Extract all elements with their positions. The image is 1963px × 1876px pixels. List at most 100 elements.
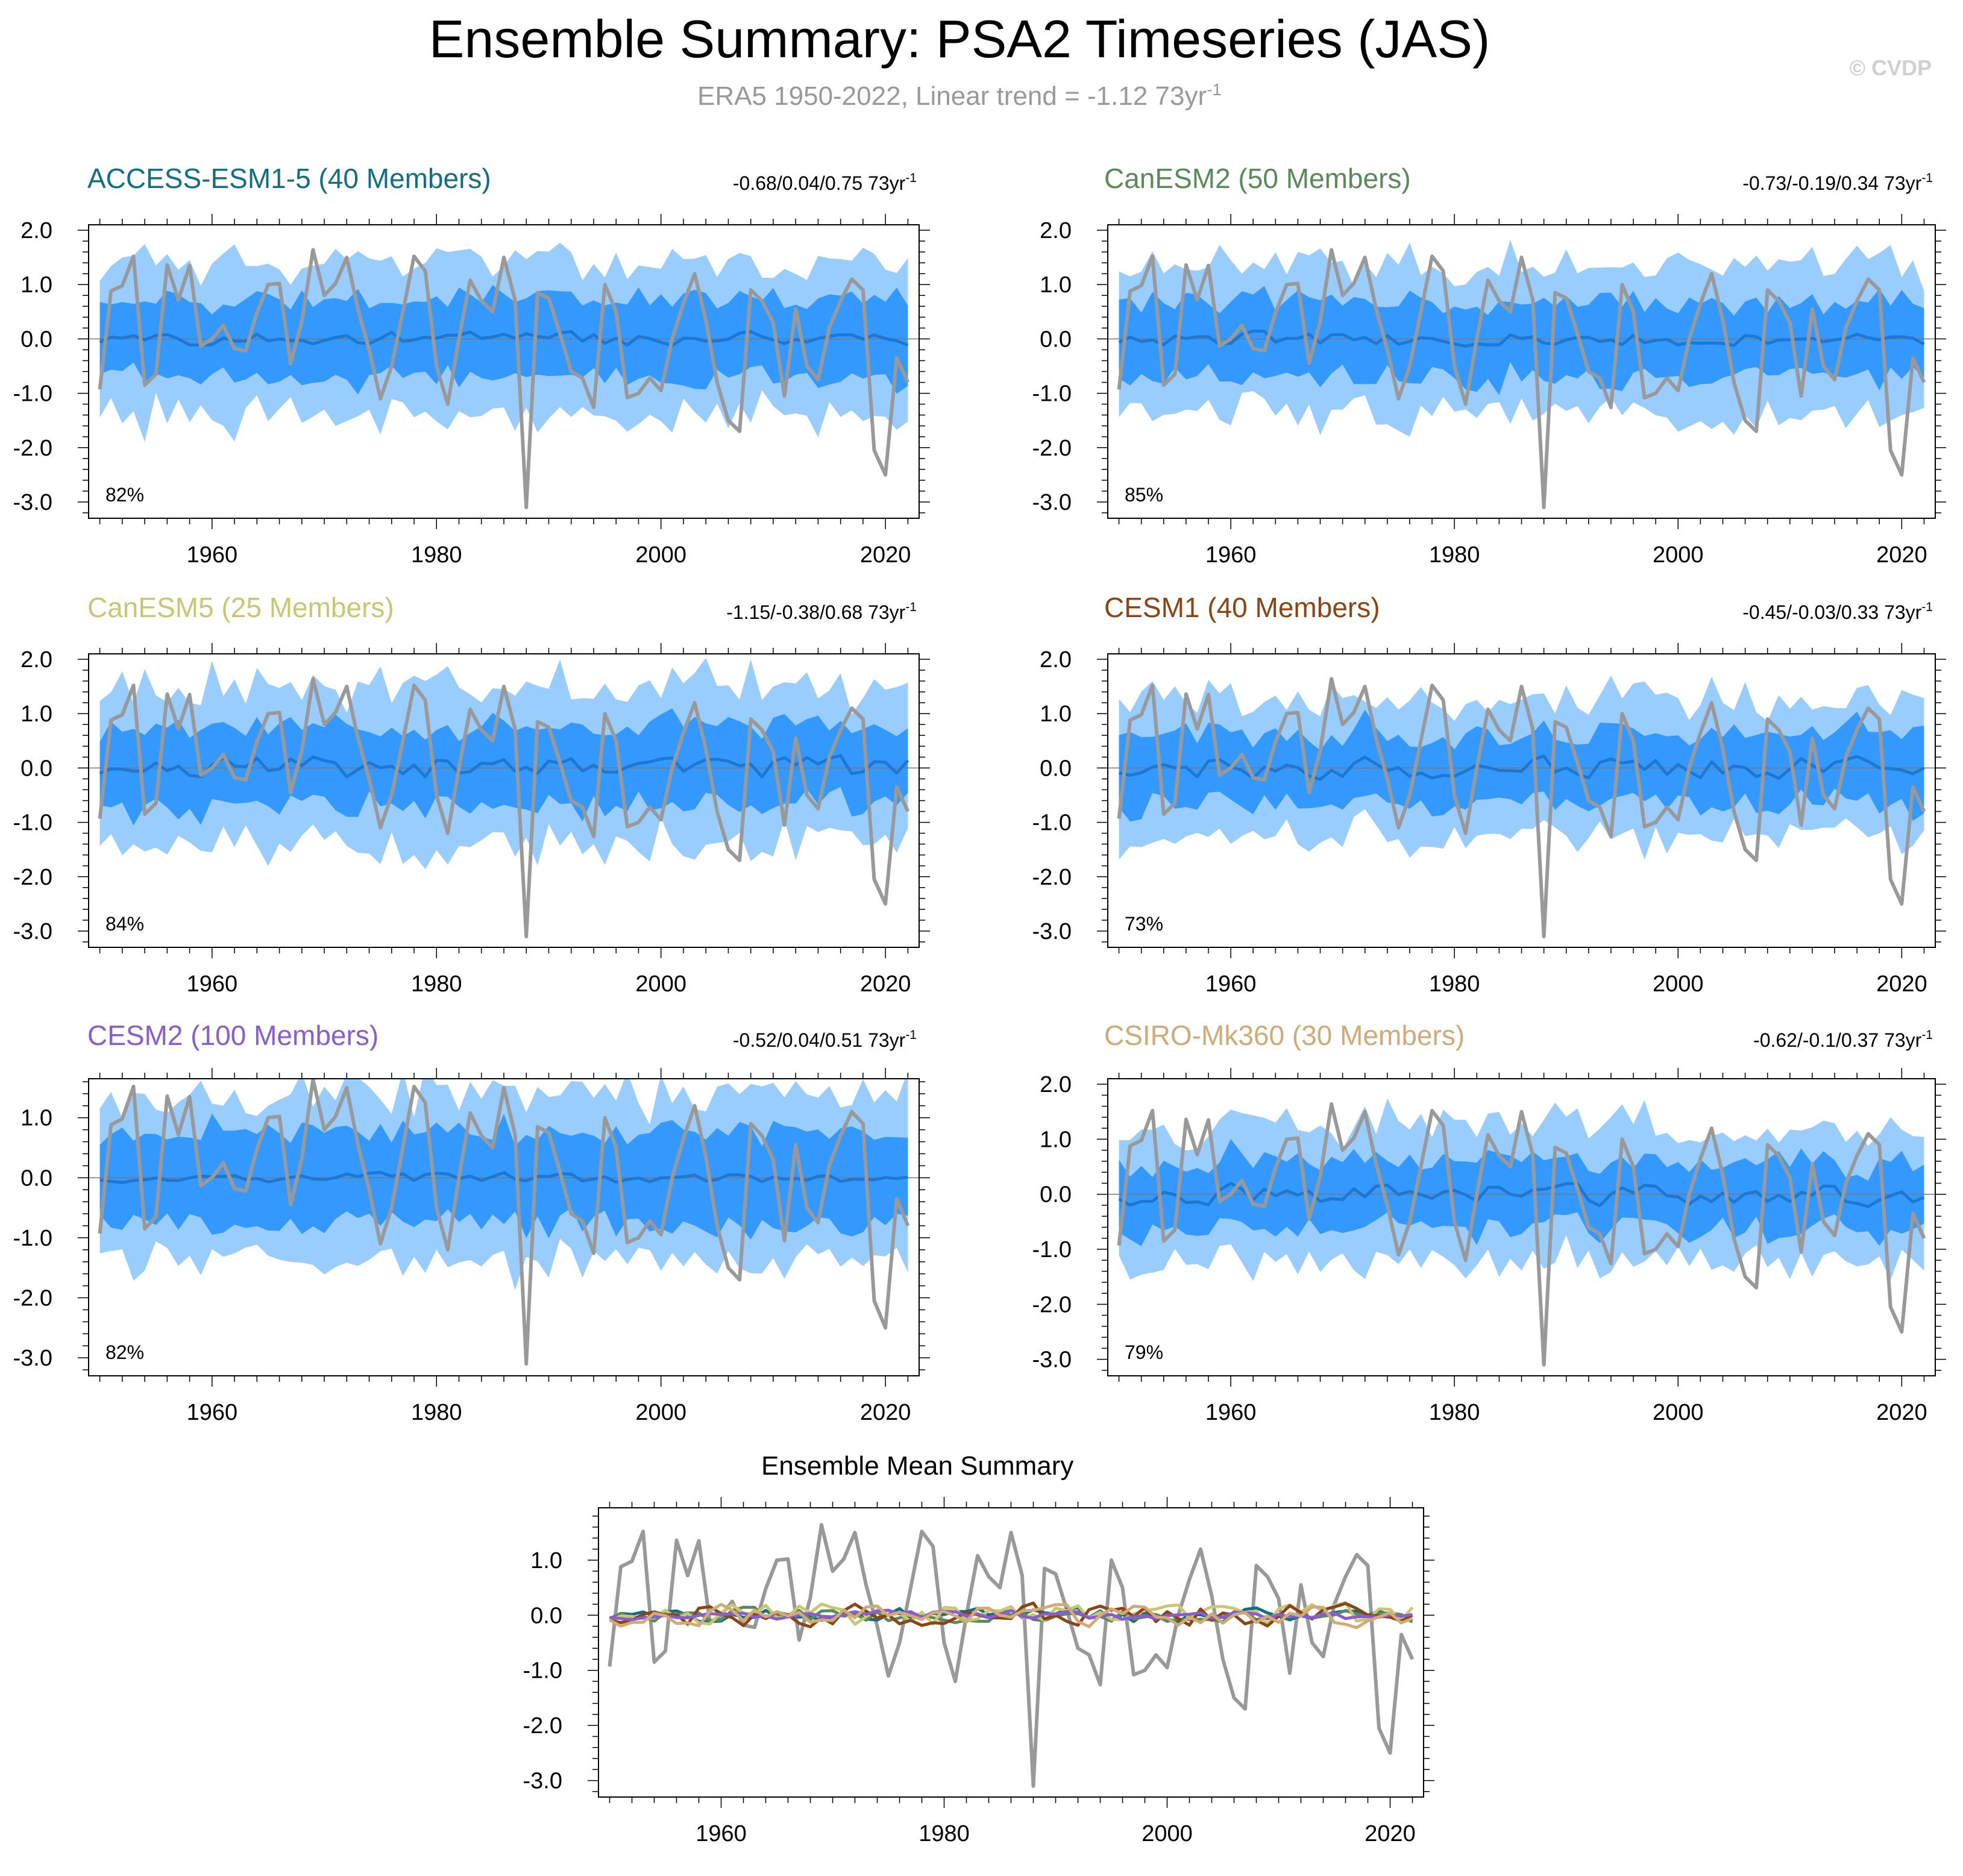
x-tick-label: 2020 xyxy=(860,1400,911,1425)
subtitle-text: ERA5 1950-2022, Linear trend = -1.12 73y… xyxy=(697,81,1207,111)
plot-area xyxy=(1108,1099,1935,1367)
panel-title: CanESM2 (50 Members) xyxy=(1104,163,1411,194)
plot-area xyxy=(1108,240,1935,509)
percent-label: 84% xyxy=(105,913,144,935)
x-tick-label: 2020 xyxy=(1876,542,1927,568)
observed-line xyxy=(1117,248,1926,509)
x-tick-label: 1980 xyxy=(411,971,462,997)
percent-label: 82% xyxy=(105,1341,144,1363)
ensemble-mean-line xyxy=(99,1170,908,1184)
y-tick-label: -1.0 xyxy=(523,1658,562,1684)
y-tick-label: 0.0 xyxy=(20,327,52,352)
y-tick-label: 1.0 xyxy=(530,1548,562,1573)
percent-label: 73% xyxy=(1125,913,1163,935)
x-tick-label: 1960 xyxy=(1205,971,1257,997)
trend-label: -0.68/0.04/0.75 73yr-1 xyxy=(733,171,917,194)
trend-text: -0.62/-0.1/0.37 73yr xyxy=(1753,1029,1922,1051)
x-tick-label: 1980 xyxy=(919,1821,970,1846)
y-tick-label: -3.0 xyxy=(523,1769,562,1794)
trend-label: -0.45/-0.03/0.33 73yr-1 xyxy=(1742,600,1933,623)
y-tick-label: 2.0 xyxy=(20,647,52,673)
trend-text: -0.45/-0.03/0.33 73yr xyxy=(1742,601,1921,623)
observed-line xyxy=(1117,1102,1926,1367)
plot-area xyxy=(608,1523,1415,1788)
x-tick-label: 1980 xyxy=(1429,1400,1480,1425)
trend-label: -0.52/0.04/0.51 73yr-1 xyxy=(733,1028,917,1051)
trend-superscript: -1 xyxy=(1921,1028,1933,1042)
y-tick-label: -2.0 xyxy=(13,436,52,461)
plot-area xyxy=(89,242,919,509)
x-tick-label: 2020 xyxy=(1876,971,1927,997)
watermark: © CVDP xyxy=(1849,55,1932,80)
y-tick-label: 1.0 xyxy=(20,272,52,298)
ensemble-inner-spread xyxy=(99,1113,908,1240)
x-tick-label: 2000 xyxy=(1653,542,1704,568)
trend-text: -1.15/-0.38/0.68 73yr xyxy=(726,601,905,623)
y-tick-label: -1.0 xyxy=(13,811,52,836)
y-tick-label: 1.0 xyxy=(1040,1127,1072,1152)
figure-subtitle: ERA5 1950-2022, Linear trend = -1.12 73y… xyxy=(697,80,1222,111)
panel-5: CESM2 (100 Members) -0.52/0.04/0.51 73yr-… xyxy=(13,1020,930,1425)
ensemble-inner-spread xyxy=(1119,1139,1924,1246)
panel-title: CanESM5 (25 Members) xyxy=(87,592,394,623)
y-tick-label: 0.0 xyxy=(1040,327,1072,352)
y-tick-label: 1.0 xyxy=(20,701,52,727)
x-tick-label: 1960 xyxy=(696,1821,747,1846)
trend-label: -1.15/-0.38/0.68 73yr-1 xyxy=(726,600,917,623)
ensemble-mean-line xyxy=(1118,1182,1925,1208)
model-mean-line xyxy=(609,1608,1413,1622)
y-tick-label: 2.0 xyxy=(1040,218,1072,243)
y-tick-label: 1.0 xyxy=(1040,272,1072,298)
x-tick-label: 1960 xyxy=(187,542,238,568)
panel-title: CSIRO-Mk360 (30 Members) xyxy=(1104,1020,1465,1051)
y-tick-label: 0.0 xyxy=(20,756,52,781)
x-tick-label: 1960 xyxy=(1205,542,1257,568)
y-tick-label: -2.0 xyxy=(13,1286,52,1311)
x-tick-label: 1960 xyxy=(187,1400,238,1425)
trend-superscript: -1 xyxy=(1921,600,1933,614)
y-tick-label: 1.0 xyxy=(20,1106,52,1131)
y-tick-label: -2.0 xyxy=(1032,436,1072,461)
panel-2: CanESM2 (50 Members) -0.73/-0.19/0.34 73y… xyxy=(1032,163,1946,568)
y-tick-label: -2.0 xyxy=(1032,1292,1072,1317)
panel-title: ACCESS-ESM1-5 (40 Members) xyxy=(87,163,491,194)
x-tick-label: 1980 xyxy=(411,542,462,568)
panel-4: CESM1 (40 Members) -0.45/-0.03/0.33 73yr-… xyxy=(1032,592,1946,997)
x-tick-label: 1960 xyxy=(187,971,238,997)
y-tick-label: -2.0 xyxy=(1032,865,1072,890)
x-tick-label: 2020 xyxy=(1365,1821,1416,1846)
panel-title: CESM2 (100 Members) xyxy=(87,1020,378,1051)
observed-line xyxy=(98,1079,910,1366)
y-tick-label: 0.0 xyxy=(1040,756,1072,781)
x-tick-label: 2000 xyxy=(635,1400,686,1425)
panel-title: CESM1 (40 Members) xyxy=(1104,592,1380,623)
y-tick-label: 2.0 xyxy=(1040,647,1072,673)
ensemble-inner-spread xyxy=(1119,709,1924,822)
trend-label: -0.62/-0.1/0.37 73yr-1 xyxy=(1753,1028,1933,1051)
x-tick-label: 2000 xyxy=(635,542,686,568)
percent-label: 85% xyxy=(1125,484,1163,506)
observed-line xyxy=(98,677,910,938)
observed-line xyxy=(1117,677,1926,938)
y-tick-label: -3.0 xyxy=(1032,1347,1072,1373)
panel-7: Ensemble Mean Summary 1960 1980 2000 2020 1.0… xyxy=(523,1451,1434,1846)
y-tick-label: -1.0 xyxy=(13,1226,52,1251)
ensemble-inner-spread xyxy=(99,708,908,826)
x-tick-label: 1980 xyxy=(411,1400,462,1425)
percent-label: 79% xyxy=(1125,1341,1163,1363)
panel-6: CSIRO-Mk360 (30 Members) -0.62/-0.1/0.37 … xyxy=(1032,1020,1946,1425)
y-tick-label: 2.0 xyxy=(1040,1072,1072,1097)
trend-text: -0.73/-0.19/0.34 73yr xyxy=(1742,172,1921,194)
panels: ACCESS-ESM1-5 (40 Members) -0.68/0.04/0.7… xyxy=(13,163,1946,1846)
x-tick-label: 1960 xyxy=(1205,1400,1257,1425)
y-tick-label: 0.0 xyxy=(530,1603,562,1628)
plot-area xyxy=(1108,676,1935,938)
y-tick-label: -1.0 xyxy=(13,381,52,407)
y-tick-label: -1.0 xyxy=(1032,811,1072,836)
y-tick-label: -2.0 xyxy=(523,1713,562,1739)
y-tick-label: 1.0 xyxy=(1040,701,1072,727)
figure-title: Ensemble Summary: PSA2 Timeseries (JAS) xyxy=(429,9,1490,69)
panel-3: CanESM5 (25 Members) -1.15/-0.38/0.68 73y… xyxy=(13,592,930,997)
ensemble-mean-line xyxy=(99,330,909,347)
